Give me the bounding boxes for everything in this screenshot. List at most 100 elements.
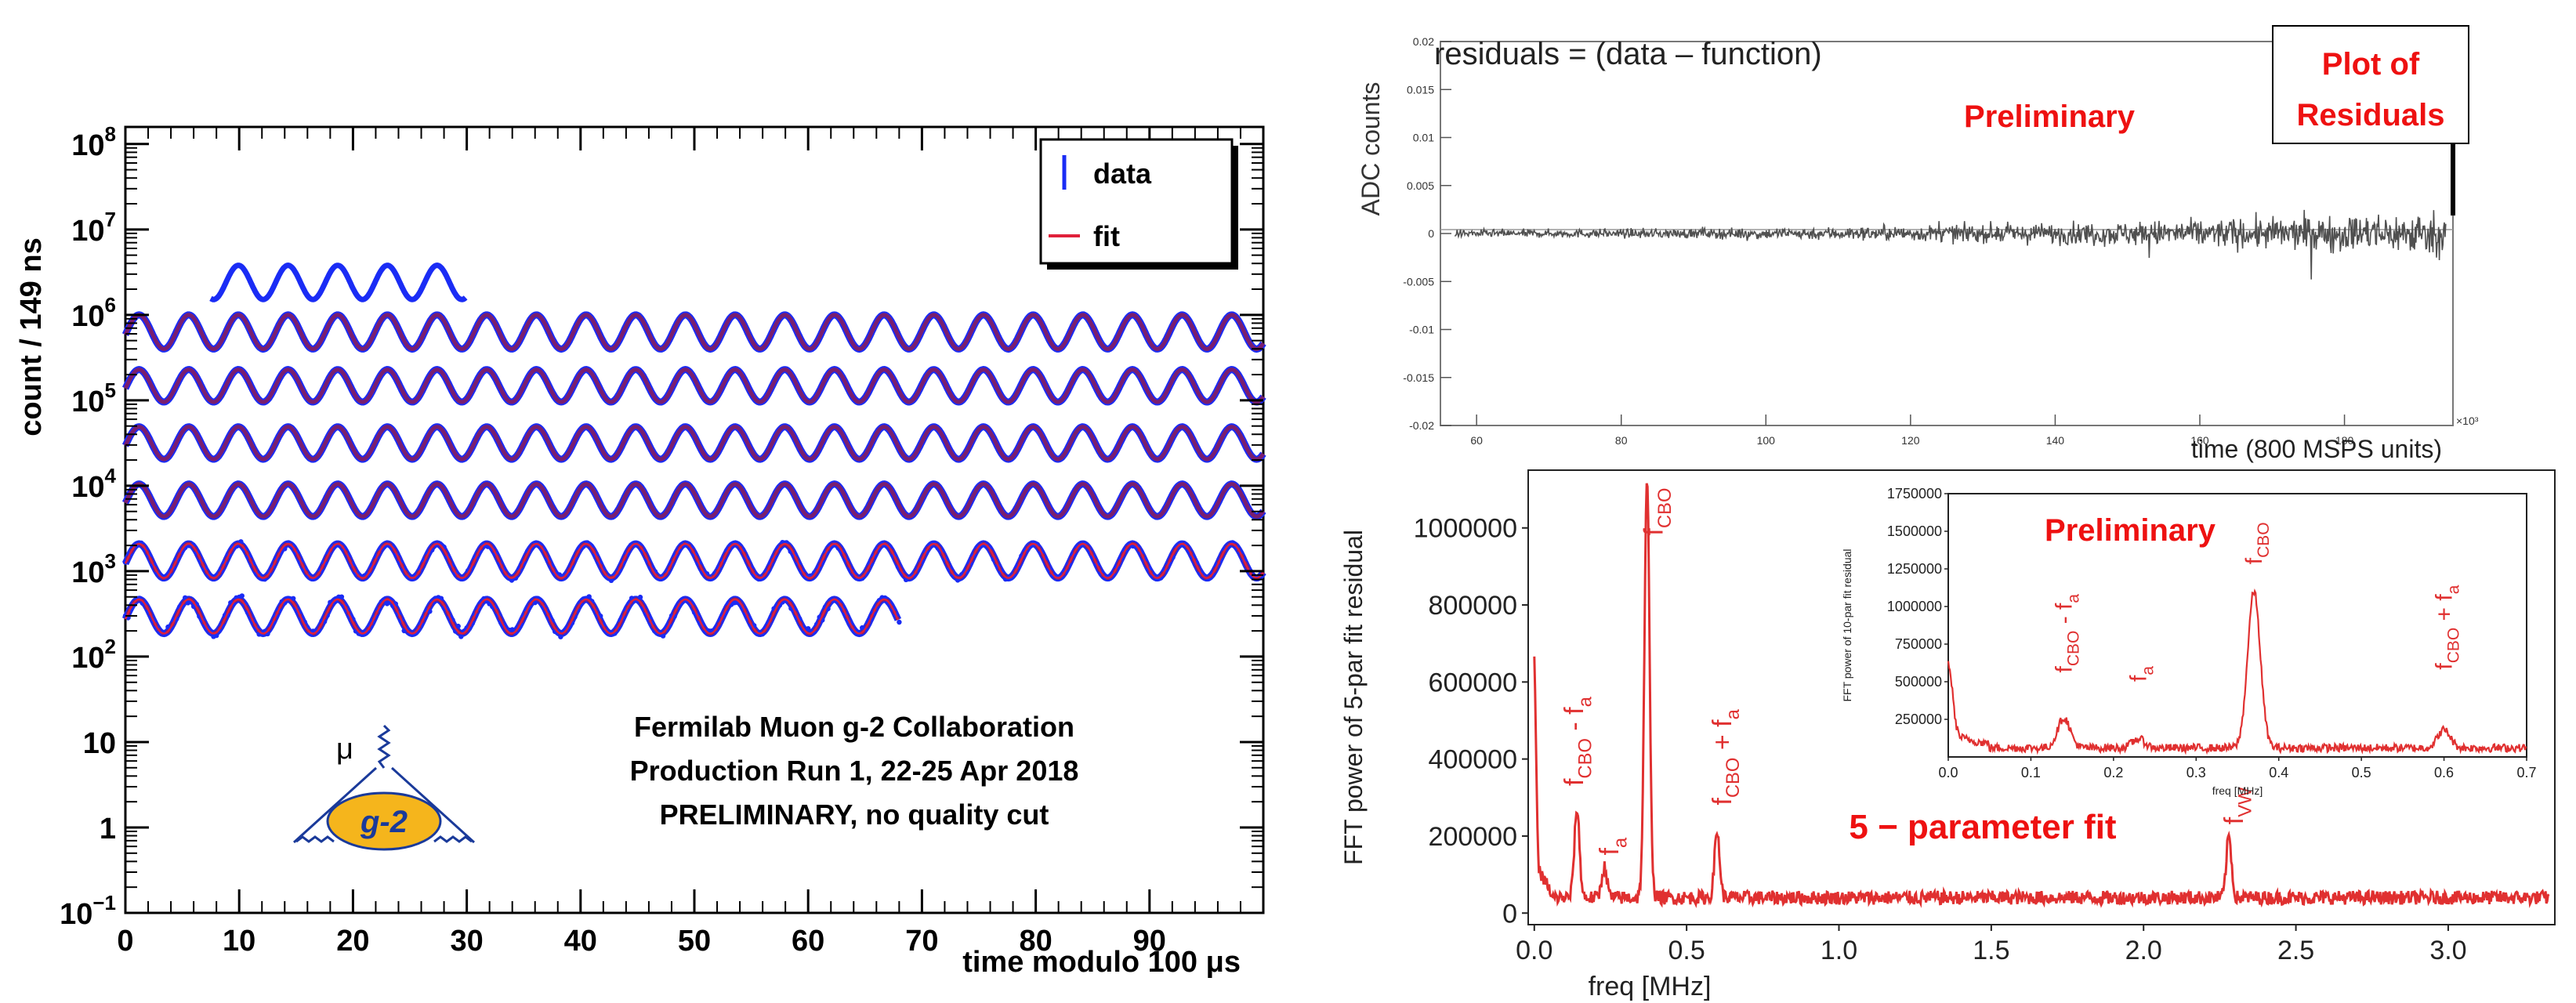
wiggle-data-point	[214, 632, 219, 639]
inset-x-tick-label: 0.4	[2269, 765, 2288, 780]
wiggle-row-line	[123, 482, 1265, 519]
wiggle-legend: data fit	[1039, 138, 1238, 270]
inset-x-tick-label: 0.6	[2434, 765, 2454, 780]
fft-inset: 0.0 0.1 0.2 0.3 0.4 0.5 0.6 0.7 250000 500000 750…	[1841, 486, 2537, 797]
wiggle-plot: 0 10 20 30 40 50 60 70 80 90 108 107 106 105 104 103 10…	[15, 122, 1266, 979]
fft-series-line	[1533, 483, 2550, 909]
inset-y-tick-label: 250000	[1895, 712, 1942, 727]
logo-label: g-2	[360, 805, 408, 839]
fft-x-axis-label: freq [MHz]	[1589, 972, 1712, 1001]
wiggle-data-point	[637, 594, 643, 600]
wiggle-data-point	[339, 594, 345, 599]
residual-x-tick-label: 100	[1757, 434, 1776, 447]
inset-y-tick-label: 1250000	[1887, 561, 1942, 577]
wiggle-y-tick-label: 105	[71, 378, 116, 418]
peak-label: fCBO + fa	[2432, 585, 2463, 669]
g-2-logo: g-2 μ	[292, 724, 476, 851]
residual-x-tick-label: 160	[2190, 434, 2209, 447]
wiggle-data-point	[509, 578, 515, 583]
inset-y-tick-label: 500000	[1895, 674, 1942, 690]
wiggle-x-tick-label: 60	[792, 925, 824, 958]
residual-series-line	[1454, 209, 2447, 280]
fft-fit-annotation: 5 − parameter fit	[1849, 808, 2116, 846]
inset-x-ticks: 0.0 0.1 0.2 0.3 0.4 0.5 0.6 0.7	[1938, 757, 2537, 780]
wiggle-x-tick-label: 30	[450, 925, 483, 958]
residual-x-tick-label: 60	[1470, 434, 1483, 447]
fft-y-tick-label: 200000	[1429, 822, 1517, 852]
wiggle-row-line	[123, 368, 1266, 404]
fft-x-tick-label: 2.0	[2125, 936, 2162, 965]
residual-callout-line2: Residuals	[2297, 98, 2445, 132]
logo-ellipse	[326, 791, 442, 851]
inset-x-tick-label: 0.1	[2021, 765, 2041, 780]
inset-frame	[1947, 493, 2527, 758]
collab-annotation: Fermilab Muon g-2 Collaboration	[634, 711, 1074, 743]
inset-y-tick-label: 1500000	[1887, 523, 1942, 539]
inset-x-tick-label: 0.0	[1938, 765, 1958, 780]
fft-plot: 0.0 0.5 1.0 1.5 2.0 2.5 3.0 0 200000 400000 60000…	[1339, 469, 2556, 1001]
run-annotation: Production Run 1, 22-25 Apr 2018	[630, 755, 1079, 787]
logo-line-right	[390, 766, 476, 844]
residual-y-tick-label: 0.005	[1407, 179, 1434, 192]
residual-y-tick-label: -0.02	[1409, 419, 1434, 432]
fft-y-tick-label: 1000000	[1414, 514, 1517, 544]
wiggle-fit-line	[124, 542, 1265, 579]
inset-y-tick-label: 1000000	[1887, 599, 1942, 614]
wiggle-x-ticks: 0 10 20 30 40 50 60 70 80 90	[117, 127, 1241, 958]
wiggle-x-tick-label: 20	[336, 925, 369, 958]
residual-y-tick-label: 0.015	[1407, 83, 1434, 96]
wiggle-rows	[121, 263, 1266, 639]
inset-y-tick-label: 750000	[1895, 636, 1942, 652]
wiggle-data-point	[660, 633, 666, 639]
legend-shadow-bottom	[1047, 263, 1238, 270]
wiggle-x-tick-label: 70	[905, 925, 938, 958]
wiggle-data-point	[586, 594, 592, 599]
residual-plot: 60 80 100 120 140 160 180 0.02 0.015 0.01 0.005 0 -…	[1357, 25, 2479, 463]
fft-x-tick-label: 0.5	[1668, 936, 1705, 965]
wiggle-data-point	[458, 634, 464, 639]
peak-label: fa	[1595, 837, 1631, 855]
wiggle-y-tick-label: 103	[71, 549, 116, 589]
fft-x-tick-label: 3.0	[2429, 936, 2466, 965]
residual-x-tick-label: 80	[1615, 434, 1628, 447]
wiggle-data-point	[238, 539, 244, 545]
fft-y-ticks: 0 200000 400000 600000 800000 1000000	[1414, 514, 1528, 929]
residual-x-exponent: ×10³	[2456, 415, 2479, 427]
wiggle-x-tick-label: 90	[1133, 925, 1166, 958]
fft-y-tick-label: 0	[1502, 899, 1517, 929]
wiggle-x-tick-label: 50	[678, 925, 711, 958]
wiggle-y-tick-label: 10	[83, 727, 116, 760]
fft-y-tick-label: 600000	[1429, 668, 1517, 697]
residual-x-tick-label: 120	[1901, 434, 1920, 447]
wiggle-row-line	[123, 425, 1266, 462]
peak-label: fCBO	[1639, 488, 1676, 536]
residual-x-ticks: 60 80 100 120 140 160 180	[1470, 415, 2353, 447]
logo-photon-line	[377, 724, 391, 769]
logo-mu: μ	[336, 733, 353, 766]
inset-y-tick-label: 1750000	[1887, 486, 1942, 502]
wiggle-y-axis-label: count / 149 ns	[15, 237, 48, 436]
residual-x-tick-label: 140	[2046, 434, 2065, 447]
wiggle-x-tick-label: 40	[564, 925, 597, 958]
peak-label: fCBO - fa	[1560, 696, 1596, 786]
inset-x-tick-label: 0.7	[2516, 765, 2536, 780]
wiggle-y-tick-label: 10−1	[60, 891, 116, 931]
wiggle-x-tick-label: 0	[117, 925, 133, 958]
peak-label: fa	[2125, 666, 2157, 682]
logo-line-left	[292, 766, 378, 844]
peak-label: fVW	[2219, 787, 2255, 824]
fft-y-axis-label: FFT power of 5-par fit residual	[1339, 530, 1368, 865]
inset-preliminary-label: Preliminary	[2045, 513, 2216, 548]
legend-fit-label: fit	[1093, 220, 1120, 252]
inset-y-axis-label: FFT power of 10-par fit residual	[1841, 549, 1853, 701]
fft-x-tick-label: 2.5	[2277, 936, 2314, 965]
legend-shadow-right	[1232, 146, 1238, 268]
residual-callout-box	[2272, 25, 2469, 144]
wiggle-data-point	[897, 619, 902, 625]
residual-x-axis-label: time (800 MSPS units)	[2191, 435, 2442, 463]
wiggle-y-tick-label: 102	[71, 635, 116, 675]
wiggle-y-tick-label: 108	[71, 122, 116, 162]
residual-y-tick-label: 0.02	[1413, 35, 1434, 48]
